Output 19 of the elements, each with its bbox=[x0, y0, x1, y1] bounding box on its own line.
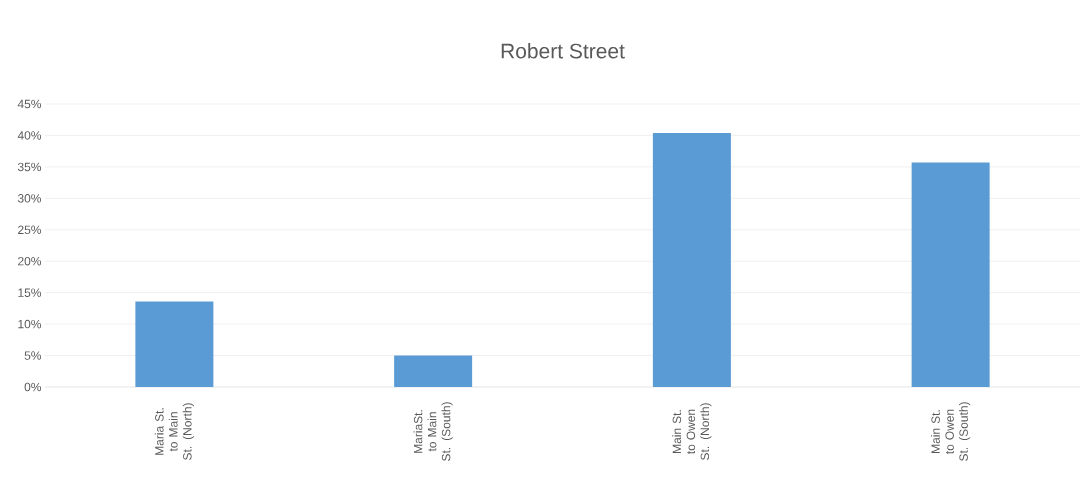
chart-title: Robert Street bbox=[501, 43, 625, 59]
bar bbox=[652, 132, 731, 387]
bar bbox=[394, 355, 473, 387]
y-tick-label: 0% bbox=[24, 382, 42, 392]
x-tick-label: Main St. to Owen St. (North) bbox=[672, 403, 712, 460]
y-tick-label: 10% bbox=[18, 319, 42, 329]
y-tick-label: 45% bbox=[17, 99, 42, 109]
y-tick-label: 35% bbox=[17, 162, 42, 172]
y-tick-label: 25% bbox=[18, 225, 42, 235]
y-tick-label: 5% bbox=[24, 351, 42, 360]
bar bbox=[135, 301, 214, 387]
bar bbox=[911, 162, 990, 387]
y-tick-label: 15% bbox=[18, 288, 42, 297]
x-tick-label: MariaSt. to Main St. (South) bbox=[413, 402, 453, 461]
y-tick-label: 30% bbox=[17, 194, 42, 203]
x-tick-label: Maria St. to Main St. (North) bbox=[154, 403, 194, 460]
y-tick-label: 20% bbox=[18, 256, 42, 266]
y-tick-label: 40% bbox=[17, 131, 42, 140]
x-tick-label: Main St. to Owen St. (South) bbox=[931, 402, 971, 461]
